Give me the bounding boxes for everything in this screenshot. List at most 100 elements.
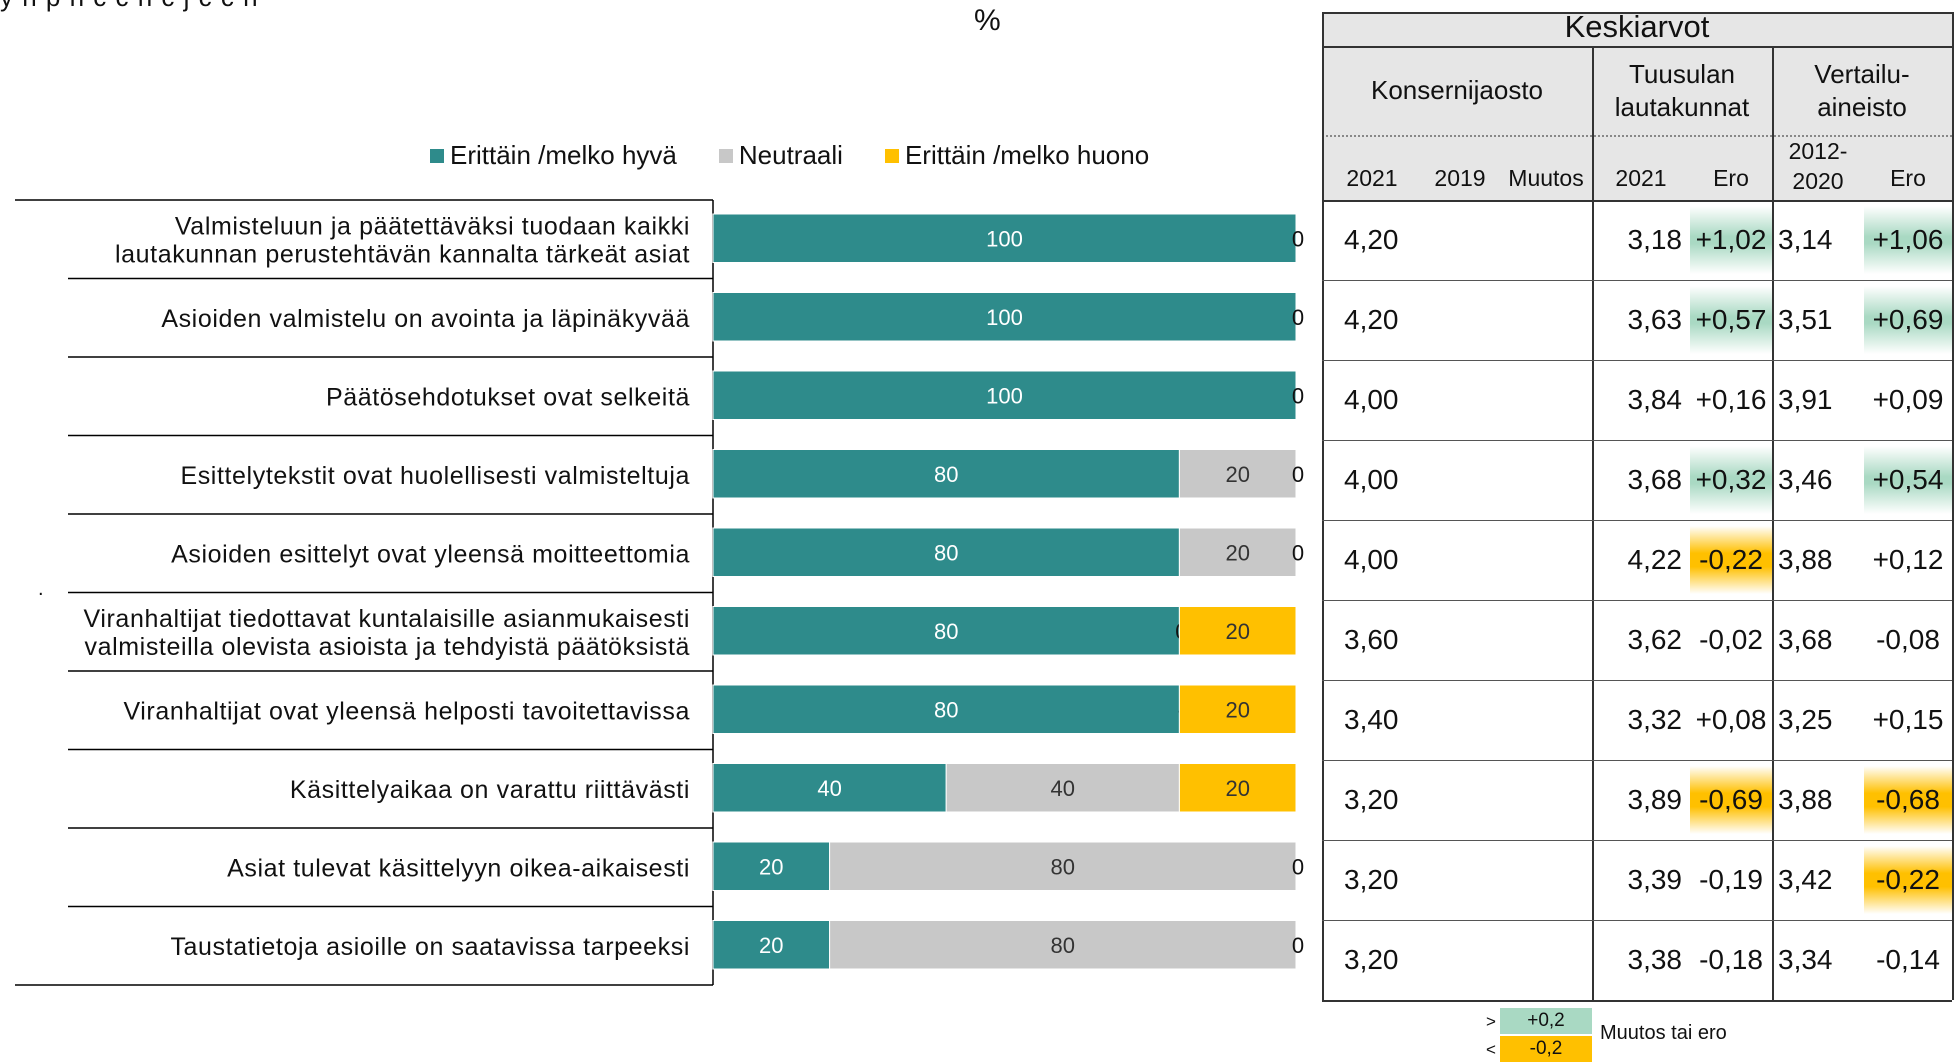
cell-ero-tuusula: +0,57 bbox=[1690, 286, 1772, 354]
table-header-bg bbox=[1322, 12, 1952, 200]
cell-tuusula-2021: 3,68 bbox=[1627, 464, 1683, 495]
legend-label-bad: Erittäin /melko huono bbox=[904, 140, 1150, 170]
legend-label-neutral: Neutraali bbox=[738, 140, 843, 170]
bar-value-label: 0 bbox=[1292, 933, 1304, 958]
table-border-title bbox=[1322, 46, 1952, 48]
cell-ero-tuusula: +1,02 bbox=[1690, 206, 1772, 274]
col-header-ero2: Ero bbox=[1890, 164, 1926, 191]
cell-muutos bbox=[1500, 360, 1592, 440]
percent-label: % bbox=[974, 4, 1001, 37]
cell-tuusula-2021: 3,89 bbox=[1627, 784, 1683, 815]
cell-vertailu: 3,25 bbox=[1778, 704, 1833, 735]
bar-segment bbox=[712, 841, 831, 891]
cell-konserni-2019 bbox=[1410, 920, 1500, 1000]
bar-segment bbox=[712, 763, 947, 813]
key-lt-symbol: < bbox=[1486, 1040, 1496, 1059]
group-tuusula-line: Tuusulan bbox=[1629, 59, 1735, 89]
cell-tuusula-2021: 4,22 bbox=[1627, 544, 1683, 575]
table-row-separator bbox=[1322, 440, 1952, 441]
cell-konserni-2021: 3,20 bbox=[1344, 864, 1399, 895]
category-label: Viranhaltijat ovat yleensä helposti tavo… bbox=[123, 697, 690, 725]
stray-dot: . bbox=[38, 578, 44, 600]
category-label: Käsittelyaikaa on varattu riittävästi bbox=[290, 776, 690, 804]
bar-value-label: 80 bbox=[1051, 854, 1075, 879]
table-border-konserni-right bbox=[1592, 46, 1594, 1000]
group-tuusula: Tuusulan lautakunnat bbox=[1592, 46, 1772, 135]
category-label: Taustatietoja asioille on saatavissa tar… bbox=[170, 933, 690, 961]
table-border-bottom bbox=[1322, 1000, 1952, 1002]
table-row-separator bbox=[1322, 360, 1952, 361]
table-border-sub bbox=[1322, 200, 1952, 202]
category-label: Valmisteluun ja päätettäväksi tuodaan ka… bbox=[175, 212, 690, 240]
cell-tuusula-2021: 3,38 bbox=[1627, 944, 1683, 975]
bar-segment bbox=[1178, 527, 1297, 577]
cell-muutos bbox=[1500, 920, 1592, 1000]
legend-label-good: Erittäin /melko hyvä bbox=[450, 140, 677, 170]
group-vertailu-line: Vertailu- bbox=[1814, 59, 1910, 89]
cell-konserni-2021: 4,20 bbox=[1344, 224, 1399, 255]
category-label: Asiat tulevat käsittelyyn oikea-aikaises… bbox=[227, 854, 690, 882]
cell-muutos bbox=[1500, 760, 1592, 840]
cell-konserni-2021: 4,20 bbox=[1344, 304, 1399, 335]
cell-ero-vertailu: +0,69 bbox=[1864, 286, 1952, 354]
category-label: Esittelytekstit ovat huolellisesti valmi… bbox=[180, 462, 690, 490]
cell-vertailu: 3,14 bbox=[1778, 224, 1833, 255]
bar-segment bbox=[712, 449, 1180, 499]
cell-muutos bbox=[1500, 600, 1592, 680]
bar-segment bbox=[829, 841, 1297, 891]
chart-legend: Erittäin /melko hyvä Neutraali Erittäin … bbox=[430, 140, 1149, 171]
stacked-bar-chart: Valmisteluun ja päätettäväksi tuodaan ka… bbox=[15, 199, 1304, 986]
bar-value-label: 0 bbox=[1292, 226, 1304, 251]
cell-muutos bbox=[1500, 200, 1592, 280]
cell-vertailu: 3,34 bbox=[1778, 944, 1833, 975]
group-tuusula-line: lautakunnat bbox=[1614, 91, 1750, 122]
cell-ero-tuusula: -0,19 bbox=[1699, 864, 1763, 895]
bar-segment bbox=[712, 920, 831, 970]
category-label: Viranhaltijat tiedottavat kuntalaisille … bbox=[84, 605, 690, 633]
bar-segment bbox=[712, 606, 1180, 656]
bar-value-label: 20 bbox=[1225, 776, 1249, 801]
top-caption: y n p n c c n c j c c n bbox=[0, 0, 259, 13]
bar-segment bbox=[712, 370, 1297, 420]
cell-muutos bbox=[1500, 280, 1592, 360]
legend-swatch-good bbox=[430, 148, 444, 163]
cell-ero-vertailu: -0,14 bbox=[1876, 944, 1940, 975]
bar-value-label: 20 bbox=[1225, 540, 1249, 565]
cell-ero-tuusula: -0,18 bbox=[1699, 944, 1763, 975]
cell-tuusula-2021: 3,39 bbox=[1627, 864, 1683, 895]
cell-konserni-2019 bbox=[1410, 360, 1500, 440]
table-row-separator bbox=[1322, 600, 1952, 601]
col-header-2019: 2019 bbox=[1434, 164, 1486, 191]
bar-value-label: 40 bbox=[1051, 776, 1075, 801]
table-row-separator bbox=[1322, 520, 1952, 521]
cell-konserni-2021: 4,00 bbox=[1344, 544, 1399, 575]
table-border-right bbox=[1952, 12, 1954, 1000]
table-row-separator bbox=[1322, 920, 1952, 921]
category-label: valmisteilla olevista asioista ja tehdyi… bbox=[85, 633, 691, 661]
col-header-vertailu-year-line: 2012- bbox=[1788, 138, 1848, 165]
cell-vertailu: 3,51 bbox=[1778, 304, 1833, 335]
cell-konserni-2021: 3,60 bbox=[1344, 624, 1399, 655]
cell-vertailu: 3,68 bbox=[1778, 624, 1833, 655]
cell-tuusula-2021: 3,18 bbox=[1627, 224, 1683, 255]
cell-muutos bbox=[1500, 520, 1592, 600]
bar-segment bbox=[712, 213, 1297, 263]
key-gt-symbol: > bbox=[1486, 1012, 1496, 1031]
cell-vertailu: 3,91 bbox=[1778, 384, 1833, 415]
cell-vertailu: 3,46 bbox=[1778, 464, 1833, 495]
table-border-group bbox=[1322, 135, 1952, 138]
cell-ero-vertailu: -0,68 bbox=[1864, 766, 1952, 834]
group-vertailu-line: aineisto bbox=[1817, 91, 1907, 122]
cell-ero-vertailu: +0,15 bbox=[1872, 704, 1944, 735]
cell-tuusula-2021: 3,84 bbox=[1627, 384, 1683, 415]
cell-tuusula-2021: 3,62 bbox=[1627, 624, 1683, 655]
group-konsernijaosto: Konsernijaosto bbox=[1371, 75, 1543, 106]
bar-value-label: 20 bbox=[759, 933, 783, 958]
bar-value-label: 20 bbox=[1225, 619, 1249, 644]
legend-swatch-bad bbox=[884, 148, 899, 163]
col-header-2021: 2021 bbox=[1346, 164, 1398, 191]
bar-value-label: 80 bbox=[1051, 933, 1075, 958]
table-border-left bbox=[1322, 12, 1324, 1000]
cell-vertailu: 3,88 bbox=[1778, 544, 1833, 575]
col-header-vertailu-year-line: 2020 bbox=[1792, 168, 1844, 194]
